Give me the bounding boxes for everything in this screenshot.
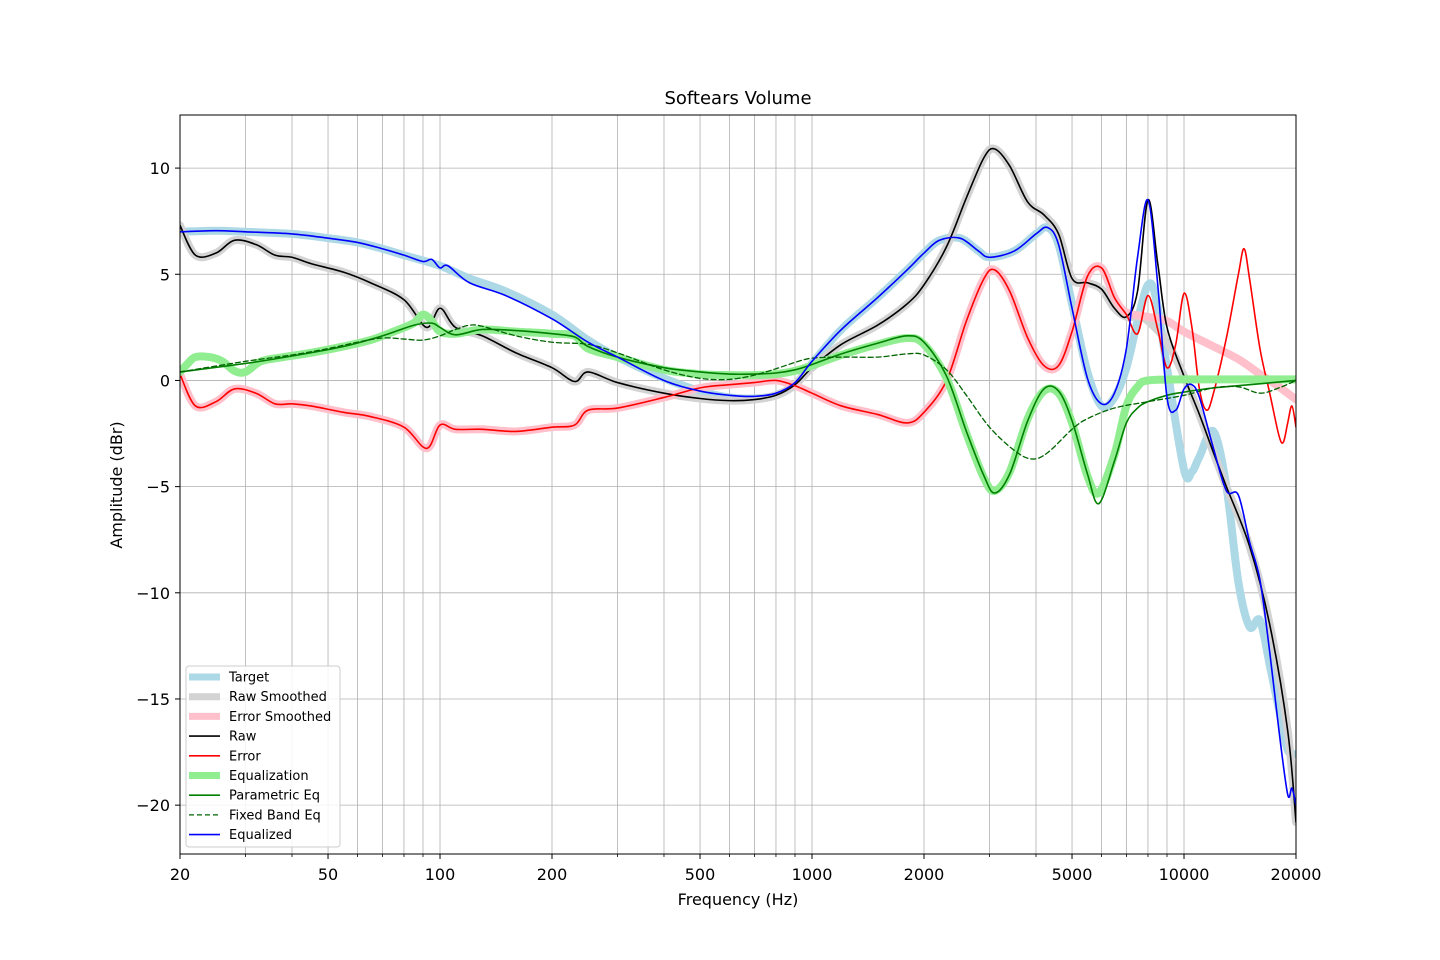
y-tick-label: −5 bbox=[146, 478, 170, 497]
x-tick-label: 200 bbox=[537, 865, 568, 884]
y-tick-label: −15 bbox=[136, 690, 170, 709]
legend-label: Error Smoothed bbox=[229, 710, 331, 725]
legend-label: Raw Smoothed bbox=[229, 690, 327, 705]
legend: Target Raw Smoothed Error Smoothed Raw Error… bbox=[185, 665, 341, 848]
legend-box bbox=[185, 665, 341, 848]
legend-label: Target bbox=[228, 671, 269, 686]
legend-label: Fixed Band Eq bbox=[229, 808, 321, 823]
x-tick-label: 2000 bbox=[904, 865, 945, 884]
grid bbox=[179, 115, 1297, 854]
y-axis-label: Amplitude (dBr) bbox=[107, 421, 126, 548]
plot-area bbox=[180, 115, 1296, 854]
y-tick-label: 0 bbox=[160, 371, 170, 390]
x-tick-label: 20000 bbox=[1271, 865, 1322, 884]
x-tick-label: 1000 bbox=[792, 865, 833, 884]
series-line-raw bbox=[180, 147, 1296, 823]
series-line-error bbox=[180, 247, 1296, 450]
chart-title: Softears Volume bbox=[664, 88, 811, 109]
series-line-parametric-eq bbox=[180, 322, 1296, 505]
series-line-equalized bbox=[180, 199, 1296, 806]
legend-label: Parametric Eq bbox=[229, 789, 320, 804]
x-tick-label: 100 bbox=[425, 865, 456, 884]
x-tick-label: 5000 bbox=[1052, 865, 1093, 884]
legend-label: Equalization bbox=[229, 769, 309, 784]
x-axis-ticks: 20 50 100 200 500 1000 2000 5000 10000 20000 bbox=[170, 854, 1322, 884]
y-tick-label: 5 bbox=[160, 265, 170, 284]
legend-label: Equalized bbox=[229, 828, 292, 843]
x-tick-label: 20 bbox=[170, 865, 190, 884]
x-axis-label: Frequency (Hz) bbox=[678, 890, 799, 909]
x-tick-label: 50 bbox=[318, 865, 338, 884]
x-tick-label: 500 bbox=[685, 865, 716, 884]
legend-label: Raw bbox=[229, 730, 257, 745]
legend-label: Error bbox=[229, 749, 261, 764]
series-group bbox=[180, 144, 1296, 827]
y-tick-label: 10 bbox=[150, 159, 170, 178]
x-tick-label: 10000 bbox=[1159, 865, 1210, 884]
y-tick-label: −20 bbox=[136, 796, 170, 815]
series-line-fixed-band-eq bbox=[180, 324, 1296, 460]
y-tick-label: −10 bbox=[136, 584, 170, 603]
y-axis-ticks: 10 5 0 −5 −10 −15 −20 bbox=[136, 159, 180, 815]
axes-frame bbox=[179, 114, 1297, 855]
